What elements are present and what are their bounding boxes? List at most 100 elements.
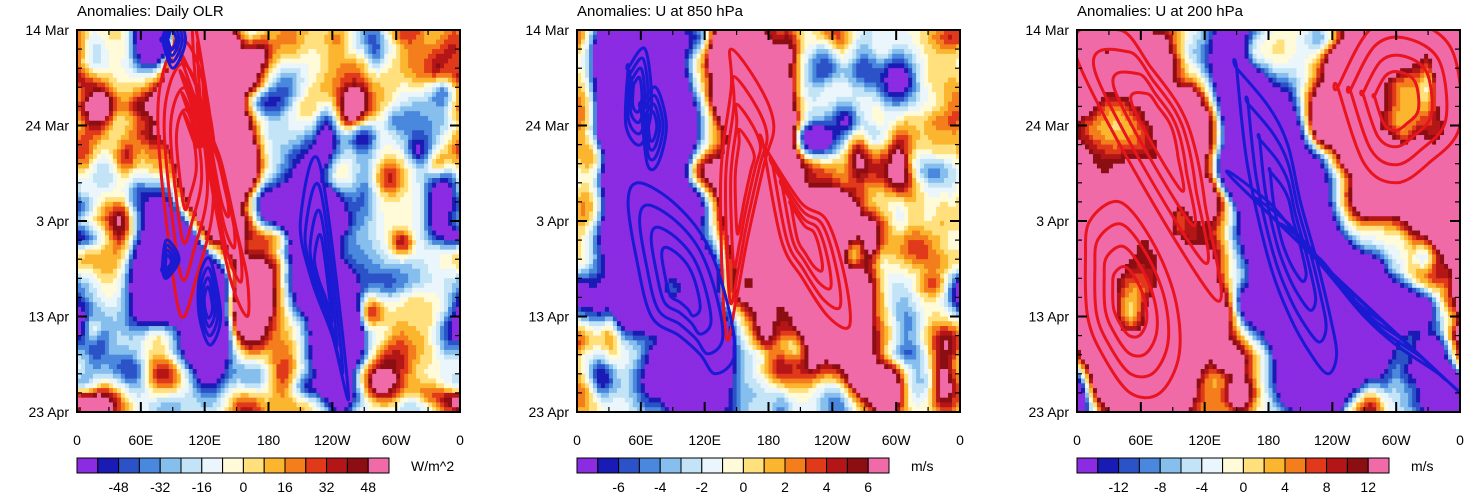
field-cell xyxy=(416,168,421,174)
field-cell xyxy=(304,130,309,136)
field-cell xyxy=(264,63,270,69)
field-cell xyxy=(444,216,449,222)
field-cell xyxy=(396,144,401,150)
field-cell xyxy=(96,240,102,246)
field-cell xyxy=(364,63,369,69)
field-cell xyxy=(160,96,166,103)
field-cell xyxy=(228,187,234,193)
field-cell xyxy=(412,178,417,184)
field-cell xyxy=(204,259,210,265)
field-cell xyxy=(252,211,258,217)
field-cell xyxy=(232,120,238,127)
field-cell xyxy=(100,168,106,174)
field-cell xyxy=(388,49,393,55)
field-cell xyxy=(132,211,138,217)
field-cell xyxy=(372,263,377,270)
field-cell xyxy=(384,135,389,141)
field-cell xyxy=(276,82,282,88)
field-cell xyxy=(144,111,150,117)
field-cell xyxy=(224,101,230,108)
field-cell xyxy=(416,163,421,170)
field-cell xyxy=(272,49,278,55)
field-cell xyxy=(304,49,309,55)
field-cell xyxy=(416,39,421,45)
field-cell xyxy=(220,144,226,150)
field-cell xyxy=(380,254,385,260)
field-cell xyxy=(340,68,345,74)
field-cell xyxy=(236,254,242,260)
field-cell xyxy=(336,211,341,217)
field-cell xyxy=(184,111,190,117)
field-cell xyxy=(88,125,94,131)
field-cell xyxy=(156,197,162,203)
field-cell xyxy=(408,130,413,136)
field-cell xyxy=(196,249,202,256)
field-cell xyxy=(80,201,86,208)
field-cell xyxy=(84,168,90,174)
field-cell xyxy=(84,206,90,213)
field-cell xyxy=(352,163,357,170)
field-cell xyxy=(352,34,357,41)
field-cell xyxy=(456,130,460,136)
field-cell xyxy=(216,144,222,150)
field-cell xyxy=(372,144,377,150)
field-cell xyxy=(344,182,349,189)
field-cell xyxy=(432,58,437,65)
field-cell xyxy=(104,168,110,174)
field-cell xyxy=(160,139,166,146)
field-cell xyxy=(108,211,114,217)
field-cell xyxy=(108,254,114,260)
field-cell xyxy=(104,106,110,112)
field-cell xyxy=(260,173,266,179)
field-cell xyxy=(292,201,298,208)
field-cell xyxy=(356,273,361,279)
field-cell xyxy=(316,240,321,246)
field-cell xyxy=(176,249,182,256)
field-cell xyxy=(240,149,246,155)
field-cell xyxy=(77,139,82,146)
field-cell xyxy=(428,96,433,103)
field-cell xyxy=(384,101,389,108)
field-cell xyxy=(280,125,286,131)
field-cell xyxy=(132,96,138,103)
field-cell xyxy=(156,58,162,65)
field-cell xyxy=(224,96,230,103)
field-cell xyxy=(256,92,262,98)
field-cell xyxy=(344,82,349,88)
field-cell xyxy=(77,221,82,227)
field-cell xyxy=(124,135,130,141)
field-cell xyxy=(380,230,385,236)
field-cell xyxy=(80,111,86,117)
field-cell xyxy=(84,192,90,198)
field-cell xyxy=(92,111,98,117)
field-cell xyxy=(324,58,329,65)
field-cell xyxy=(108,53,114,60)
field-cell xyxy=(148,173,154,179)
field-cell xyxy=(448,163,453,170)
field-cell xyxy=(256,135,262,141)
field-cell xyxy=(244,154,250,160)
field-cell xyxy=(184,211,190,217)
field-cell xyxy=(376,154,381,160)
field-cell xyxy=(280,149,286,155)
field-cell xyxy=(268,201,274,208)
field-cell xyxy=(276,192,282,198)
field-cell xyxy=(208,68,214,74)
field-cell xyxy=(412,139,417,146)
field-cell xyxy=(112,254,118,260)
field-cell xyxy=(420,240,425,246)
field-cell xyxy=(148,63,154,69)
field-cell xyxy=(116,125,122,131)
field-cell xyxy=(372,158,377,165)
field-cell xyxy=(292,206,298,213)
field-cell xyxy=(160,225,166,232)
field-cell xyxy=(428,201,433,208)
field-cell xyxy=(368,221,373,227)
field-cell xyxy=(108,68,114,74)
field-cell xyxy=(252,206,258,213)
field-cell xyxy=(268,163,274,170)
field-cell xyxy=(236,158,242,165)
field-cell xyxy=(77,87,82,93)
field-cell xyxy=(264,130,270,136)
field-cell xyxy=(244,125,250,131)
